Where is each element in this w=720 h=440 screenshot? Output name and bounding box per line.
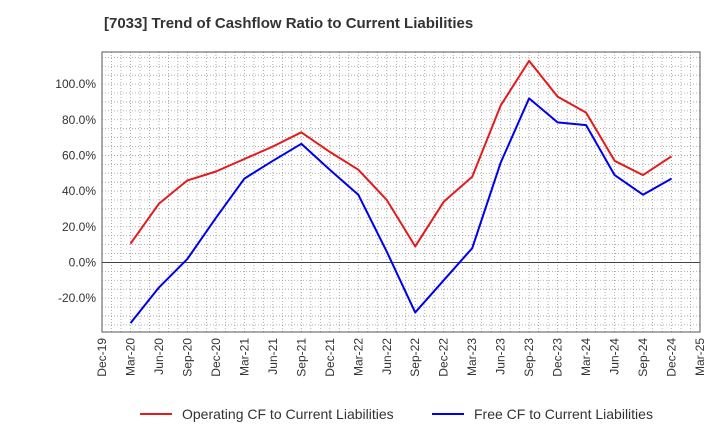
x-tick-label: Dec-21: [323, 338, 337, 377]
x-tick-label: Sep-23: [522, 338, 536, 377]
y-tick-label: 60.0%: [62, 148, 96, 162]
x-tick-label: Mar-23: [465, 338, 479, 376]
x-tick-label: Sep-22: [408, 338, 422, 377]
x-tick-label: Dec-22: [437, 338, 451, 377]
series-line-1: [129, 97, 672, 324]
plot-frame: [101, 51, 701, 333]
x-tick-label: Mar-24: [579, 338, 593, 376]
legend-label-0: Operating CF to Current Liabilities: [182, 406, 394, 422]
x-tick-label: Mar-21: [237, 338, 251, 376]
x-tick-label: Jun-21: [266, 338, 280, 375]
y-tick-label: 80.0%: [62, 113, 96, 127]
x-tick-label: Mar-22: [351, 338, 365, 376]
y-tick-label: 0.0%: [69, 255, 97, 269]
y-tick-label: 20.0%: [62, 220, 96, 234]
y-tick-label: -20.0%: [58, 291, 96, 305]
grid-layer: [101, 52, 701, 332]
x-tick-label: Sep-24: [636, 338, 650, 377]
y-tick-label: 100.0%: [55, 77, 96, 91]
x-tick-label: Dec-20: [209, 338, 223, 377]
x-axis-tick-labels: Dec-19 Mar-20 Jun-20 Sep-20 Dec-20 Mar-21 Jun-…: [95, 338, 707, 377]
x-tick-label: Sep-21: [294, 338, 308, 377]
x-tick-label: Dec-19: [95, 338, 109, 377]
legend: Operating CF to Current Liabilities Free …: [140, 406, 653, 422]
x-tick-label: Mar-25: [693, 338, 707, 376]
series-layer: [129, 59, 673, 324]
legend-label-1: Free CF to Current Liabilities: [474, 406, 653, 422]
x-tick-label: Dec-24: [665, 338, 679, 377]
chart-title: [7033] Trend of Cashflow Ratio to Curren…: [104, 15, 474, 32]
x-tick-label: Mar-20: [123, 338, 137, 376]
x-tick-label: Jun-20: [152, 338, 166, 375]
x-tick-label: Jun-23: [494, 338, 508, 375]
x-tick-label: Jun-22: [380, 338, 394, 375]
series-line-0: [129, 59, 673, 248]
x-tick-label: Jun-24: [608, 338, 622, 375]
y-tick-label: 40.0%: [62, 184, 96, 198]
x-tick-label: Dec-23: [551, 338, 565, 377]
x-tick-label: Sep-20: [180, 338, 194, 377]
y-axis-tick-labels: -20.0% 0.0% 20.0% 40.0% 60.0% 80.0% 100.0%: [55, 77, 96, 305]
